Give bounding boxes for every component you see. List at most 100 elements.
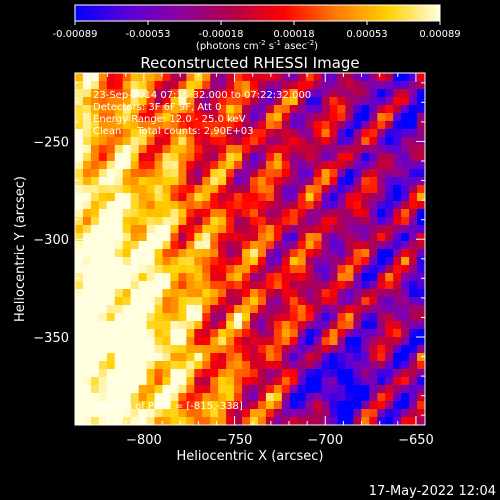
- heatmap-cell: [162, 185, 172, 194]
- heatmap-cell: [313, 369, 323, 378]
- heatmap-cell: [234, 329, 243, 338]
- heatmap-cell: [75, 129, 84, 138]
- heatmap-cell: [297, 201, 307, 210]
- heatmap-cell: [273, 161, 283, 170]
- heatmap-cell: [369, 193, 378, 202]
- heatmap-cell: [98, 129, 108, 138]
- heatmap-cell: [202, 321, 211, 330]
- heatmap-cell: [321, 193, 331, 202]
- heatmap-cell: [321, 385, 331, 394]
- heatmap-cell: [345, 297, 354, 306]
- heatmap-cell: [82, 209, 92, 218]
- heatmap-cell: [321, 137, 331, 146]
- heatmap-cell: [393, 145, 402, 154]
- heatmap-cell: [106, 257, 116, 266]
- heatmap-cell: [321, 169, 331, 178]
- heatmap-cell: [281, 217, 291, 226]
- heatmap-cell: [234, 113, 243, 122]
- heatmap-cell: [345, 345, 354, 354]
- heatmap-cell: [401, 129, 410, 138]
- heatmap-cell: [401, 393, 410, 402]
- heatmap-cell: [202, 121, 211, 130]
- heatmap-cell: [154, 145, 164, 154]
- heatmap-cell: [218, 73, 227, 82]
- heatmap-cell: [170, 321, 179, 330]
- heatmap-cell: [154, 249, 164, 258]
- heatmap-cell: [385, 361, 394, 370]
- heatmap-cell: [257, 97, 267, 106]
- heatmap-cell: [154, 185, 164, 194]
- heatmap-cell: [130, 385, 140, 394]
- heatmap-cell: [361, 361, 370, 370]
- heatmap-cell: [417, 377, 425, 386]
- heatmap-cell: [281, 305, 291, 314]
- heatmap-cell: [409, 209, 418, 218]
- heatmap-cell: [281, 97, 291, 106]
- heatmap-cell: [250, 121, 259, 130]
- heatmap-cell: [361, 89, 370, 98]
- heatmap-cell: [146, 137, 156, 146]
- heatmap-cell: [337, 281, 347, 290]
- heatmap-cell: [409, 121, 418, 130]
- heatmap-cell: [377, 249, 386, 258]
- heatmap-cell: [75, 97, 84, 106]
- heatmap-cell: [409, 89, 418, 98]
- heatmap-cell: [146, 273, 156, 282]
- heatmap-cell: [170, 393, 179, 402]
- heatmap-cell: [234, 417, 243, 425]
- heatmap-cell: [154, 289, 164, 298]
- heatmap-cell: [138, 265, 148, 274]
- heatmap-cell: [305, 121, 315, 130]
- heatmap-cell: [218, 265, 227, 274]
- heatmap-cell: [114, 305, 124, 314]
- heatmap-cell: [75, 257, 84, 266]
- heatmap-cell: [393, 113, 402, 122]
- heatmap-cell: [265, 193, 275, 202]
- heatmap-cell: [90, 361, 100, 370]
- heatmap-cell: [265, 265, 275, 274]
- heatmap-cell: [281, 81, 291, 90]
- heatmap-cell: [98, 105, 108, 114]
- heatmap-cell: [313, 265, 323, 274]
- heatmap-cell: [417, 337, 425, 346]
- heatmap-cell: [138, 233, 148, 242]
- heatmap-cell: [98, 377, 108, 386]
- heatmap-cell: [250, 241, 259, 250]
- heatmap-cell: [178, 233, 187, 242]
- heatmap-cell: [305, 369, 315, 378]
- heatmap-cell: [273, 169, 283, 178]
- heatmap-cell: [234, 121, 243, 130]
- heatmap-cell: [146, 89, 156, 98]
- heatmap-cell: [353, 193, 362, 202]
- heatmap-cell: [210, 185, 219, 194]
- heatmap-cell: [146, 153, 156, 162]
- heatmap-cell: [289, 73, 299, 82]
- heatmap-cell: [345, 409, 354, 418]
- heatmap-cell: [329, 153, 339, 162]
- annotation-block: 23-Sep-2014 07:16:32.000 to 07:22:32.000…: [93, 90, 311, 137]
- heatmap-cell: [98, 313, 108, 322]
- heatmap-cell: [321, 321, 331, 330]
- heatmap-cell: [202, 377, 211, 386]
- heatmap-cell: [289, 417, 299, 425]
- heatmap-cell: [210, 345, 219, 354]
- heatmap-cell: [345, 353, 354, 362]
- heatmap-cell: [265, 129, 275, 138]
- heatmap-cell: [321, 305, 331, 314]
- heatmap-cell: [226, 225, 235, 234]
- heatmap-cell: [281, 169, 291, 178]
- heatmap-cell: [337, 273, 347, 282]
- heatmap-cell: [369, 185, 378, 194]
- heatmap-cell: [122, 169, 132, 178]
- heatmap-cell: [361, 153, 370, 162]
- heatmap-cell: [178, 361, 187, 370]
- heatmap-cell: [345, 257, 354, 266]
- heatmap-cell: [257, 249, 267, 258]
- heatmap-cell: [265, 361, 275, 370]
- heatmap-cell: [90, 377, 100, 386]
- heatmap-cell: [130, 337, 140, 346]
- heatmap-cell: [337, 337, 347, 346]
- heatmap-cell: [417, 225, 425, 234]
- heatmap-cell: [313, 113, 323, 122]
- heatmap-cell: [170, 185, 179, 194]
